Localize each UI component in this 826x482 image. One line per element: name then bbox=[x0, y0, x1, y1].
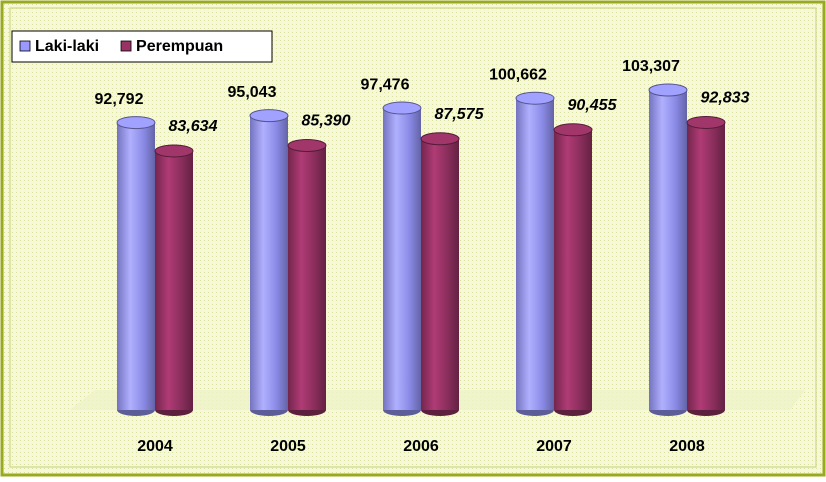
data-label: 97,476 bbox=[361, 76, 410, 93]
legend bbox=[11, 30, 273, 63]
legend-swatch bbox=[19, 40, 31, 52]
data-label: 95,043 bbox=[228, 84, 277, 101]
x-tick-label: 2008 bbox=[669, 438, 705, 455]
bar bbox=[516, 98, 554, 410]
bar bbox=[288, 145, 326, 410]
data-label: 90,455 bbox=[568, 97, 618, 114]
data-label: 83,634 bbox=[169, 118, 218, 135]
bar bbox=[554, 129, 592, 411]
x-tick-label: 2005 bbox=[270, 438, 306, 455]
bar bbox=[250, 115, 288, 410]
bar bbox=[687, 122, 725, 410]
bar bbox=[117, 122, 155, 410]
bar-top bbox=[287, 138, 327, 152]
bar-top bbox=[515, 91, 555, 105]
bar bbox=[649, 90, 687, 410]
bar-top bbox=[249, 109, 289, 123]
bar-top bbox=[382, 101, 422, 115]
bar bbox=[155, 150, 193, 411]
data-label: 92,792 bbox=[95, 91, 144, 108]
bar-top bbox=[154, 144, 194, 158]
bar bbox=[421, 138, 459, 410]
bar-top bbox=[686, 115, 726, 129]
bar-top bbox=[116, 116, 156, 130]
x-tick-label: 2004 bbox=[137, 438, 173, 455]
data-label: 92,833 bbox=[701, 90, 750, 107]
data-label: 103,307 bbox=[622, 58, 680, 75]
data-label: 85,390 bbox=[302, 113, 351, 130]
bar-top bbox=[420, 132, 460, 146]
x-tick-label: 2007 bbox=[536, 438, 572, 455]
x-tick-label: 2006 bbox=[403, 438, 439, 455]
bar-top bbox=[553, 123, 593, 137]
data-label: 100,662 bbox=[489, 66, 547, 83]
legend-label: Perempuan bbox=[136, 38, 223, 55]
bar-top bbox=[648, 83, 688, 97]
legend-label: Laki-laki bbox=[35, 38, 99, 55]
plot-frame bbox=[9, 7, 817, 468]
data-label: 87,575 bbox=[435, 106, 485, 123]
legend-swatch bbox=[120, 40, 132, 52]
bar bbox=[383, 108, 421, 410]
